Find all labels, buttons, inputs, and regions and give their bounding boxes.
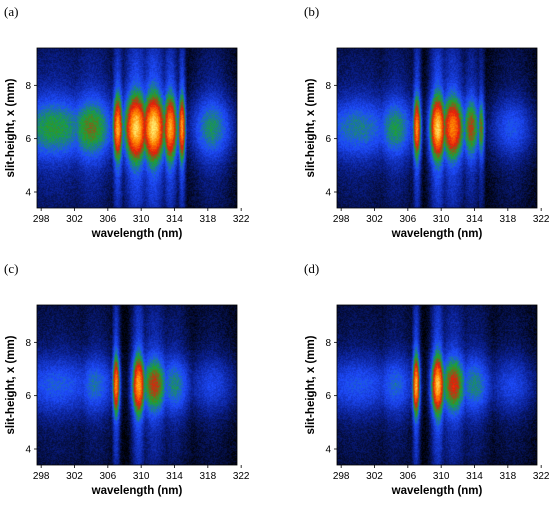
- x-tick-label: 306: [399, 471, 416, 482]
- plot-frame: [36, 47, 238, 209]
- y-tick-label: 6: [325, 391, 331, 402]
- heatmap-image: [37, 305, 237, 465]
- x-tick-label: 314: [166, 214, 183, 225]
- y-tick-label: 6: [325, 134, 331, 145]
- y-tick-label: 8: [25, 338, 31, 349]
- heatmap-image: [37, 48, 237, 208]
- x-tick-label: 314: [466, 214, 483, 225]
- panel-label: (b): [304, 4, 319, 19]
- x-tick-label: 318: [499, 214, 516, 225]
- x-axis-title: wavelength (nm): [91, 228, 183, 240]
- x-tick-label: 298: [33, 471, 50, 482]
- x-tick-label: 298: [33, 214, 50, 225]
- x-tick-label: 310: [133, 214, 150, 225]
- plot-frame: [336, 304, 538, 466]
- x-axis-title: wavelength (nm): [91, 485, 183, 497]
- x-tick-label: 302: [66, 214, 83, 225]
- x-tick-label: 310: [433, 214, 450, 225]
- panel-label: (d): [304, 261, 319, 276]
- x-tick-label: 322: [233, 214, 250, 225]
- y-tick-label: 8: [325, 81, 331, 92]
- panel-label: (c): [4, 261, 18, 276]
- plot-frame: [36, 304, 238, 466]
- x-tick-label: 314: [466, 471, 483, 482]
- x-tick-label: 318: [199, 471, 216, 482]
- panel-0: (a) 298 302 306 310 314 318 322 4 6 8 wavelength (n…: [4, 4, 250, 240]
- x-tick-label: 322: [533, 214, 550, 225]
- y-tick-label: 6: [25, 391, 31, 402]
- x-tick-label: 322: [233, 471, 250, 482]
- x-tick-label: 314: [166, 471, 183, 482]
- panel-3: (d) 298 302 306 310 314 318 322 4 6 8 wavelength (n…: [304, 261, 550, 497]
- y-tick-label: 8: [325, 338, 331, 349]
- x-tick-label: 306: [99, 214, 116, 225]
- y-tick-label: 4: [325, 188, 331, 199]
- x-tick-label: 310: [133, 471, 150, 482]
- y-tick-label: 4: [25, 445, 31, 456]
- heatmap-image: [337, 48, 537, 208]
- x-tick-label: 302: [366, 471, 383, 482]
- x-tick-label: 322: [533, 471, 550, 482]
- x-tick-label: 310: [433, 471, 450, 482]
- y-tick-label: 8: [25, 81, 31, 92]
- y-axis-title: slit-height, x (mm): [305, 78, 317, 177]
- x-tick-label: 318: [499, 471, 516, 482]
- y-axis-title: slit-height, x (mm): [305, 335, 317, 434]
- panel-label: (a): [4, 4, 18, 19]
- x-tick-label: 306: [99, 471, 116, 482]
- x-axis-title: wavelength (nm): [391, 485, 483, 497]
- y-tick-label: 6: [25, 134, 31, 145]
- y-axis-title: slit-height, x (mm): [5, 78, 17, 177]
- y-tick-label: 4: [325, 445, 331, 456]
- y-tick-label: 4: [25, 188, 31, 199]
- x-tick-label: 302: [366, 214, 383, 225]
- heatmap-image: [337, 305, 537, 465]
- x-tick-label: 306: [399, 214, 416, 225]
- x-tick-label: 298: [333, 471, 350, 482]
- x-tick-label: 318: [199, 214, 216, 225]
- x-tick-label: 298: [333, 214, 350, 225]
- plot-frame: [336, 47, 538, 209]
- panel-2: (c) 298 302 306 310 314 318 322 4 6 8 wavelength (n…: [4, 261, 250, 497]
- x-axis-title: wavelength (nm): [391, 228, 483, 240]
- y-axis-title: slit-height, x (mm): [5, 335, 17, 434]
- x-tick-label: 302: [66, 471, 83, 482]
- panel-1: (b) 298 302 306 310 314 318 322 4 6 8 wavelength (n…: [304, 4, 550, 240]
